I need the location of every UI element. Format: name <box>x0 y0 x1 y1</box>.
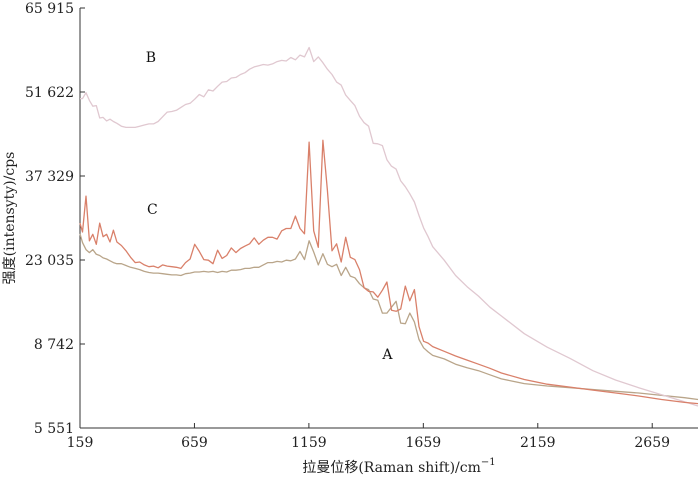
series-label-c: C <box>147 202 158 218</box>
y-tick-label: 65 915 <box>25 1 74 17</box>
x-axis-title: 拉曼位移(Raman shift)/cm−1 <box>302 457 495 476</box>
y-tick-label: 37 329 <box>25 169 74 185</box>
x-tick-label: 159 <box>67 435 94 451</box>
series-group <box>79 46 699 407</box>
y-tick-label: 8 742 <box>34 337 74 353</box>
series-line-c <box>79 139 699 405</box>
y-ticks: 5 551 8 742 23 035 37 329 51 622 65 915 <box>25 1 85 437</box>
x-ticks: 159 659 1159 1659 2159 2659 <box>67 423 670 451</box>
x-tick-label: 1159 <box>291 435 327 451</box>
x-axis-title-text: 拉曼位移(Raman shift)/cm <box>302 460 481 476</box>
y-tick-label: 51 622 <box>25 85 74 101</box>
x-tick-label: 659 <box>181 435 208 451</box>
series-line-a <box>79 233 699 401</box>
series-line-b <box>80 46 699 407</box>
y-axis-title: 强度(intensyty)/cps <box>2 152 18 285</box>
series-label-a: A <box>381 347 393 363</box>
x-tick-label: 2659 <box>634 435 670 451</box>
series-label-b: B <box>146 50 156 66</box>
y-tick-label: 23 035 <box>25 253 74 269</box>
x-tick-label: 2159 <box>520 435 556 451</box>
x-axis-title-superscript: −1 <box>481 457 496 468</box>
y-tick-label: 5 551 <box>34 421 74 437</box>
x-tick-label: 1659 <box>406 435 442 451</box>
axes <box>79 8 698 429</box>
series-labels: A B C <box>146 50 394 363</box>
